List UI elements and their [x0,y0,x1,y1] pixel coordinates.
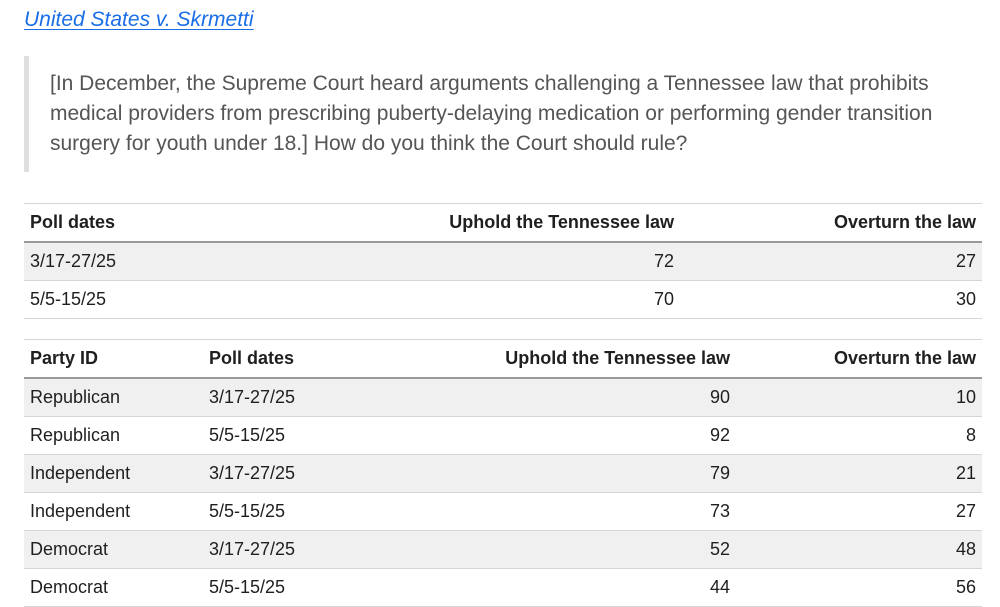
header-party-id: Party ID [30,348,99,368]
cell-overturn: 8 [965,425,976,445]
question-blockquote: [In December, the Supreme Court heard ar… [24,56,982,172]
cell-uphold: 79 [709,463,730,483]
cell-poll-dates: 5/5-15/25 [209,501,286,521]
cell-party-id: Democrat [30,539,109,559]
table-row: Democrat 3/17-27/25 52 48 [24,530,982,569]
cell-party-id: Independent [30,501,131,521]
cell-poll-dates: 5/5-15/25 [209,425,286,445]
case-link[interactable]: United States v. Skrmetti [24,8,254,31]
cell-poll-dates: 3/17-27/25 [209,463,296,483]
cell-party-id: Democrat [30,577,109,597]
header-overturn: Overturn the law [833,348,976,368]
table-row: 5/5-15/25 70 30 [24,281,982,319]
cell-overturn: 21 [955,463,976,483]
table-row: Independent 3/17-27/25 79 21 [24,454,982,493]
cell-poll-dates: 5/5-15/25 [209,577,286,597]
cell-uphold: 70 [653,289,674,309]
table-row: Independent 5/5-15/25 73 27 [24,493,982,531]
overall-results-table: Poll dates Uphold the Tennessee law Over… [24,203,982,319]
table-row: Democrat 5/5-15/25 44 56 [24,569,982,607]
party-results-table: Party ID Poll dates Uphold the Tennessee… [24,339,982,607]
table-header-row: Poll dates Uphold the Tennessee law Over… [24,203,982,242]
table-header-row: Party ID Poll dates Uphold the Tennessee… [24,339,982,378]
cell-overturn: 27 [955,251,976,271]
cell-uphold: 92 [709,425,730,445]
cell-party-id: Independent [30,463,131,483]
header-overturn: Overturn the law [833,212,976,232]
cell-uphold: 73 [709,501,730,521]
table-row: Republican 5/5-15/25 92 8 [24,417,982,455]
header-uphold: Uphold the Tennessee law [449,212,674,232]
cell-overturn: 56 [955,577,976,597]
cell-party-id: Republican [30,425,121,445]
cell-poll-dates: 3/17-27/25 [30,251,117,271]
cell-uphold: 72 [653,251,674,271]
cell-party-id: Republican [30,387,121,407]
cell-poll-dates: 3/17-27/25 [209,539,296,559]
page-content: United States v. Skrmetti [In December, … [24,0,982,607]
cell-uphold: 52 [709,539,730,559]
cell-overturn: 10 [955,387,976,407]
table-row: Republican 3/17-27/25 90 10 [24,378,982,417]
cell-overturn: 30 [955,289,976,309]
header-poll-dates: Poll dates [209,348,295,368]
cell-poll-dates: 3/17-27/25 [209,387,296,407]
cell-uphold: 90 [709,387,730,407]
table-row: 3/17-27/25 72 27 [24,242,982,281]
cell-overturn: 27 [955,501,976,521]
header-poll-dates: Poll dates [30,212,116,232]
cell-poll-dates: 5/5-15/25 [30,289,107,309]
cell-overturn: 48 [955,539,976,559]
header-uphold: Uphold the Tennessee law [505,348,730,368]
cell-uphold: 44 [709,577,730,597]
